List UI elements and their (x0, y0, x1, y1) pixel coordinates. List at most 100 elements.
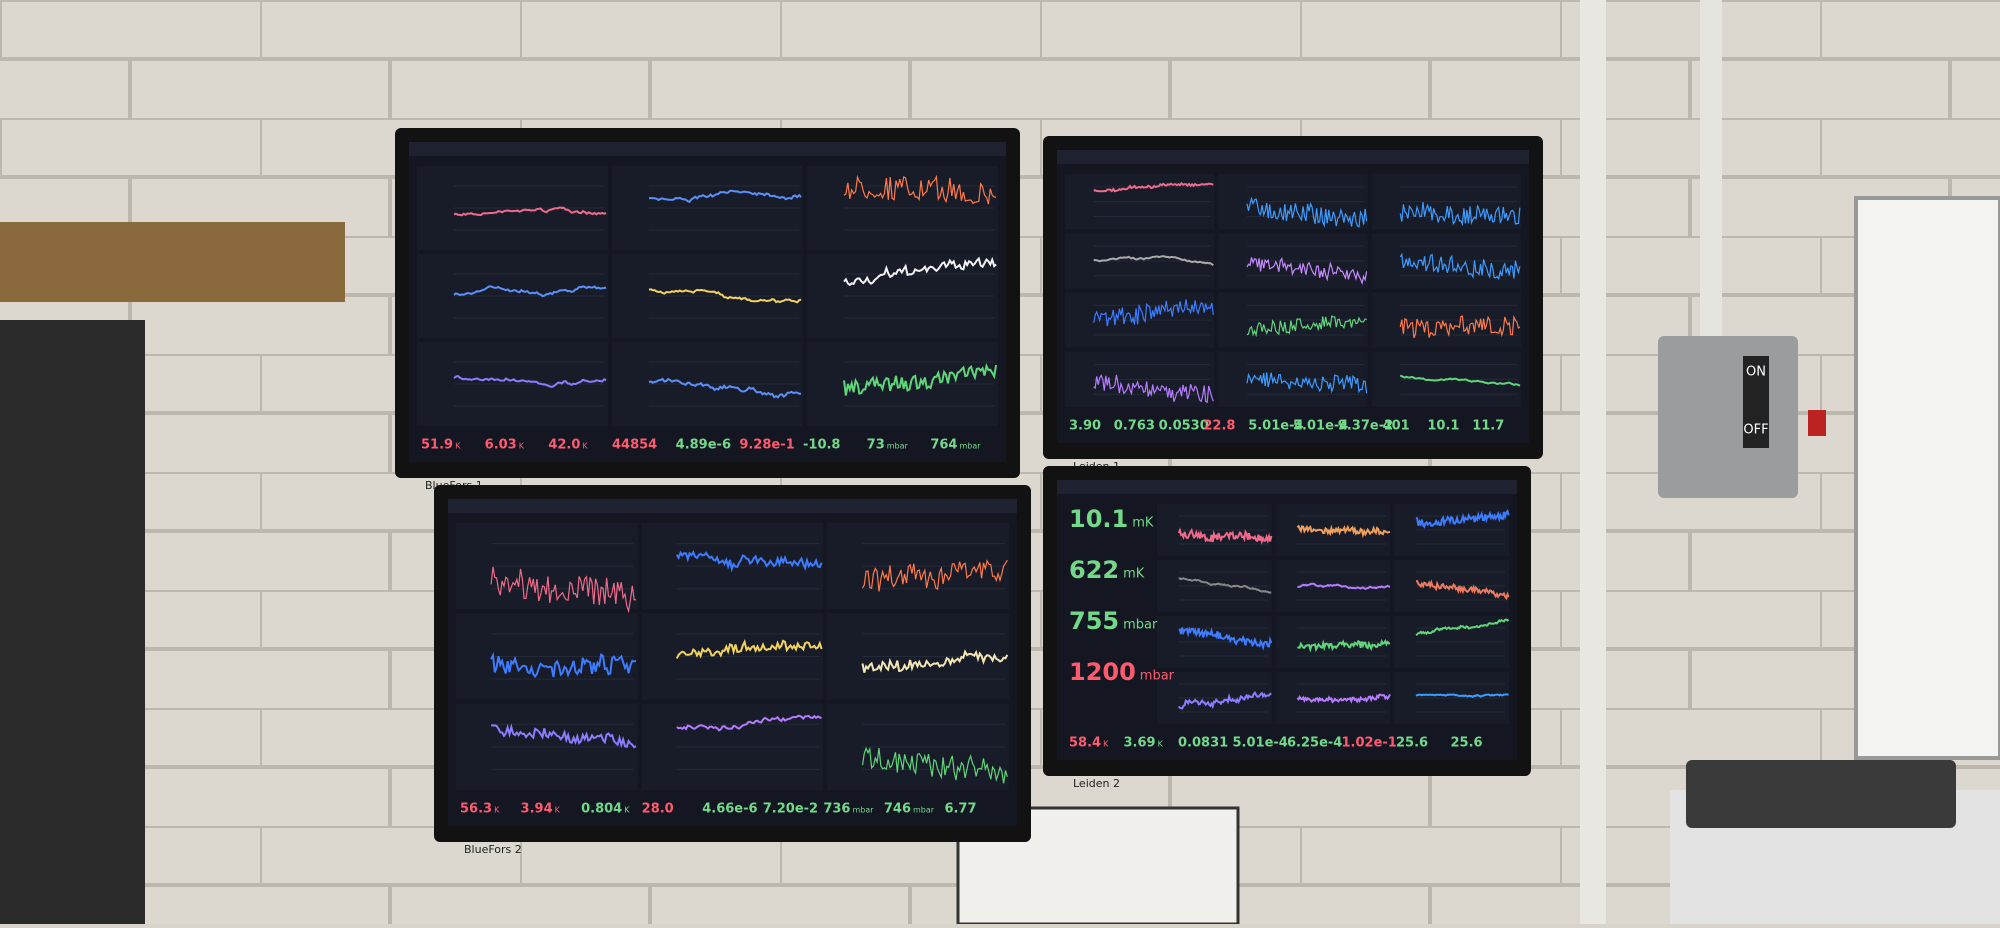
switch-handle (1808, 410, 1826, 436)
trace (490, 566, 637, 614)
stat-value: 1.02e-1 (1342, 736, 1397, 751)
monitors: BlueFors 151.9K6.03K42.0K448544.89e-69.2… (395, 128, 1543, 856)
monitor-label: BlueFors 2 (464, 843, 522, 856)
stat-value: 736 (823, 802, 850, 817)
stat-value: 6.03 (485, 438, 517, 453)
stat-value: 5.01e-4 (1248, 419, 1303, 434)
trace (676, 714, 822, 732)
trace (1399, 202, 1521, 227)
stat-value: 51.9 (421, 438, 453, 453)
top-bar (409, 142, 1006, 156)
trace (675, 639, 823, 659)
stat-value: 3.69 (1124, 736, 1156, 751)
switch-on: ON (1746, 365, 1766, 380)
trace (1093, 181, 1214, 193)
stat-value: 7.20e-2 (763, 802, 818, 817)
trace (1415, 508, 1510, 529)
big-stat: 1200 (1069, 658, 1136, 686)
trace (843, 256, 997, 287)
trace (1297, 582, 1391, 591)
stat-value: 4.66e-6 (702, 802, 757, 817)
trace (490, 723, 637, 749)
trace (1246, 315, 1367, 338)
trace (861, 559, 1008, 592)
big-stat-unit: mK (1132, 516, 1154, 531)
trace (1093, 299, 1214, 327)
stat-value: 22.8 (1203, 419, 1235, 434)
stat-value: 25.6 (1396, 736, 1428, 751)
stat-unit: K (1158, 740, 1164, 749)
stat-unit: mbar (913, 806, 935, 815)
trace (1246, 196, 1368, 228)
switch-off: OFF (1743, 423, 1768, 438)
big-stat-unit: mK (1123, 567, 1145, 582)
stat-value: 3.94 (521, 802, 553, 817)
trace (843, 174, 997, 205)
stat-value: 0.0831 (1178, 736, 1228, 751)
trace (861, 649, 1009, 673)
stat-value: 5.01e-4 (1233, 736, 1288, 751)
stat-unit: K (555, 806, 561, 815)
stat-unit: K (582, 442, 588, 451)
big-stat-unit: mbar (1140, 669, 1175, 684)
stat-value: -10.8 (803, 438, 840, 453)
big-stat: 755 (1069, 607, 1119, 635)
stat-value: 9.37e-2 (1338, 419, 1393, 434)
stat-value: 58.4 (1069, 736, 1101, 751)
trace (649, 189, 802, 204)
stat-value: 764 (930, 438, 957, 453)
trace (1178, 626, 1273, 651)
big-stat-unit: mbar (1123, 618, 1158, 633)
stat-unit: K (624, 806, 630, 815)
stat-value: 0.0530 (1159, 419, 1209, 434)
pipe (1580, 0, 1606, 924)
trace (1415, 693, 1509, 698)
trace (1093, 255, 1214, 267)
switch-plate (1743, 356, 1769, 448)
stat-value: 746 (884, 802, 911, 817)
trace (453, 374, 607, 388)
pipe (1700, 0, 1722, 340)
stat-value: 42.0 (548, 438, 580, 453)
stat-unit: K (1103, 740, 1109, 749)
trace (1297, 638, 1391, 653)
trace (1177, 691, 1272, 710)
trace (1296, 524, 1391, 539)
stat-unit: K (455, 442, 461, 451)
cabinet (0, 320, 145, 924)
stat-value: 0.804 (581, 802, 622, 817)
stat-value: 73 (867, 438, 885, 453)
top-bar (1057, 150, 1529, 164)
stat-value: 11.7 (1472, 419, 1504, 434)
switch-box (1658, 336, 1798, 498)
wood-rail (0, 222, 345, 302)
stat-value: 28.0 (642, 802, 674, 817)
stat-unit: mbar (852, 806, 874, 815)
trace (1399, 374, 1521, 387)
trace (1416, 579, 1510, 601)
whiteboard (1854, 196, 2000, 760)
stat-value: 5.01e-4 (1293, 419, 1348, 434)
stat-unit: K (519, 442, 525, 451)
trace (843, 362, 998, 396)
top-bar (448, 499, 1017, 513)
stat-value: 3.90 (1069, 419, 1101, 434)
stat-value: 4.89e-6 (676, 438, 731, 453)
trace (1415, 618, 1510, 637)
stat-value: 6.25e-4 (1287, 736, 1342, 751)
trace (1093, 374, 1214, 404)
trace (675, 550, 823, 573)
stat-unit: K (494, 806, 500, 815)
trace (490, 651, 637, 679)
top-bar (1057, 480, 1517, 494)
trace (648, 288, 802, 304)
trace (1399, 314, 1521, 339)
big-stat: 622 (1069, 556, 1119, 584)
big-stat: 10.1 (1069, 505, 1128, 533)
trace (1178, 577, 1272, 594)
stat-unit: mbar (887, 442, 909, 451)
stat-value: 44854 (612, 438, 657, 453)
trace (1177, 527, 1273, 545)
